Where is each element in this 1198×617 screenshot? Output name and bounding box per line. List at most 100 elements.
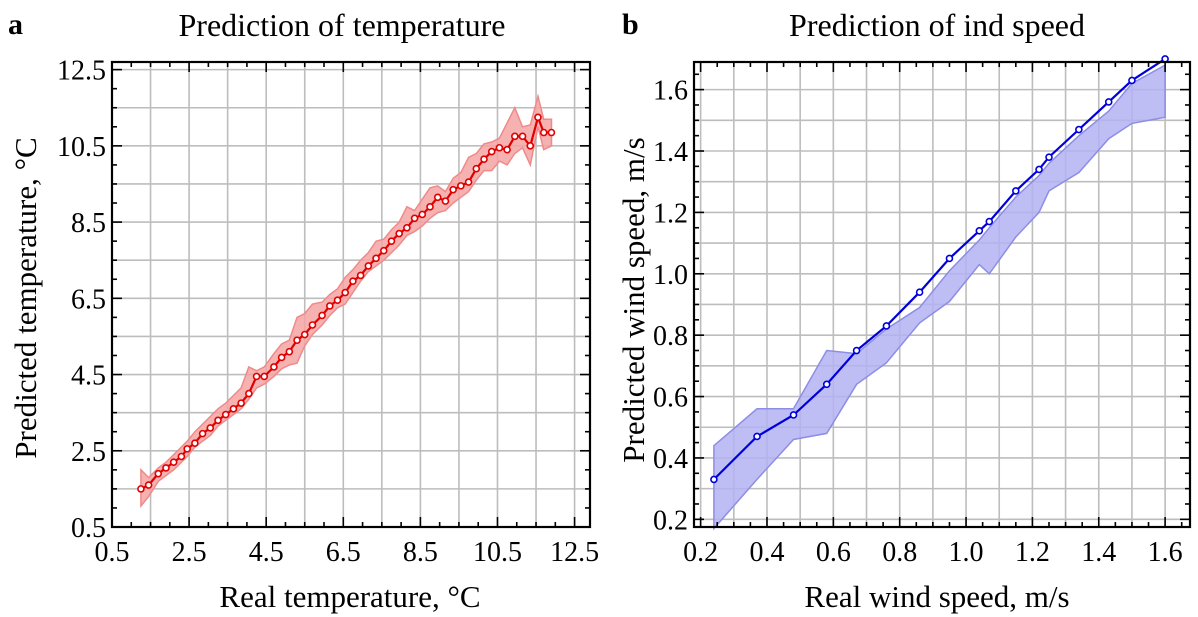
temperature-point-49 (518, 132, 527, 141)
temperature-point-28 (356, 271, 365, 280)
temperature-point-31 (379, 246, 388, 255)
wind-speed-y-tick-label-1: 0.4 (653, 444, 688, 475)
temperature-x-tick-labels: 0.5 2.5 4.5 6.5 8.5 10.5 12.5 (95, 537, 600, 568)
temperature-y-tick-label-4: 8.5 (71, 208, 106, 239)
temperature-point-29 (364, 262, 373, 270)
panel-label-a: a (8, 8, 23, 41)
temperature-y-tick-label-0: 0.5 (71, 513, 106, 544)
wind-speed-y-axis-label: Predicted wind speed, m/s (616, 137, 651, 462)
wind-speed-uncertainty-band (713, 63, 1166, 531)
temperature-point-33 (395, 229, 403, 238)
temperature-point-35 (410, 214, 419, 223)
temperature-point-20 (293, 336, 301, 345)
wind-speed-plot-frame (692, 60, 1192, 529)
wind-speed-point-10 (1012, 187, 1020, 195)
temperature-tick-marks (111, 62, 590, 528)
wind-speed-point-13 (1075, 125, 1083, 134)
wind-speed-y-tick-label-2: 0.6 (653, 383, 688, 414)
temperature-y-tick-label-2: 4.5 (71, 361, 106, 392)
wind-speed-point-2 (789, 411, 798, 419)
wind-speed-y-tick-label-6: 1.4 (653, 137, 688, 168)
temperature-point-50 (526, 142, 535, 150)
temperature-point-51 (534, 113, 542, 122)
temperature-point-22 (308, 321, 317, 329)
wind-speed-x-tick-label-1: 0.4 (749, 537, 784, 568)
wind-speed-point-1 (753, 432, 761, 441)
wind-speed-point-0 (710, 475, 718, 484)
wind-speed-tick-marks (694, 62, 1190, 527)
wind-speed-point-12 (1045, 153, 1053, 161)
temperature-y-tick-label-6: 12.5 (57, 56, 106, 87)
temperature-x-tick-label-2: 4.5 (249, 537, 284, 568)
temperature-point-30 (372, 254, 380, 263)
temperature-point-42 (464, 178, 473, 186)
temperature-point-34 (403, 223, 411, 232)
temperature-point-45 (487, 147, 496, 156)
wind-speed-y-tick-label-7: 1.6 (653, 76, 688, 107)
temperature-point-12 (229, 405, 238, 413)
temperature-x-tick-label-0: 0.5 (95, 537, 130, 568)
temperature-point-43 (472, 164, 481, 173)
temperature-x-tick-label-4: 8.5 (403, 537, 438, 568)
temperature-point-18 (277, 353, 286, 362)
wind-speed-x-tick-label-7: 1.6 (1148, 537, 1183, 568)
wind-speed-x-tick-label-3: 0.8 (882, 537, 917, 568)
temperature-point-16 (260, 372, 269, 381)
wind-speed-point-6 (915, 288, 924, 296)
wind-speed-x-tick-label-2: 0.6 (816, 537, 851, 568)
temperature-points (137, 113, 556, 493)
temperature-point-0 (137, 485, 145, 493)
wind-speed-chart: 0.2 0.4 0.6 0.8 1.0 1.2 1.4 1.6 0.2 0.4 0.6 0.8 1.0… (616, 7, 1192, 614)
wind-speed-point-9 (985, 217, 994, 226)
wind-speed-point-14 (1104, 98, 1113, 106)
temperature-point-32 (387, 237, 396, 245)
panel-label-b: b (622, 8, 639, 41)
wind-speed-point-3 (822, 380, 831, 389)
wind-speed-x-tick-labels: 0.2 0.4 0.6 0.8 1.0 1.2 1.4 1.6 (683, 537, 1182, 568)
wind-speed-x-tick-label-6: 1.4 (1081, 537, 1116, 568)
temperature-point-19 (285, 347, 294, 356)
temperature-x-tick-label-6: 12.5 (550, 537, 599, 568)
wind-speed-y-tick-labels: 0.2 0.4 0.6 0.8 1.0 1.2 1.4 1.6 (653, 76, 688, 537)
temperature-uncertainty-band (140, 93, 553, 509)
temperature-point-39 (441, 197, 450, 205)
temperature-point-40 (449, 185, 457, 194)
temperature-point-3 (162, 464, 170, 472)
temperature-point-24 (325, 302, 334, 310)
wind-speed-y-tick-label-3: 0.8 (653, 321, 688, 352)
temperature-y-tick-label-3: 6.5 (71, 284, 106, 315)
temperature-y-tick-label-1: 2.5 (71, 437, 106, 468)
wind-speed-x-tick-label-4: 1.0 (949, 537, 984, 568)
temperature-point-7 (191, 439, 199, 447)
wind-speed-x-axis-label: Real wind speed, m/s (804, 579, 1069, 614)
temperature-x-tick-label-5: 10.5 (473, 537, 522, 568)
temperature-point-23 (318, 311, 326, 320)
temperature-plot-frame (110, 60, 592, 529)
temperature-point-10 (214, 416, 222, 425)
wind-speed-point-11 (1035, 165, 1043, 174)
temperature-point-46 (495, 143, 504, 152)
temperature-point-6 (183, 445, 191, 453)
temperature-point-53 (547, 128, 556, 137)
temperature-x-tick-label-1: 2.5 (172, 537, 207, 568)
temperature-point-11 (221, 410, 230, 419)
temperature-point-48 (511, 132, 519, 141)
temperature-y-axis-label: Predicted temperature, °C (8, 137, 43, 458)
temperature-point-41 (457, 182, 465, 190)
temperature-x-tick-label-3: 6.5 (326, 537, 361, 568)
temperature-point-37 (426, 203, 434, 211)
wind-speed-y-tick-label-4: 1.0 (653, 260, 688, 291)
wind-speed-y-tick-label-0: 0.2 (653, 505, 688, 536)
temperature-point-14 (245, 389, 253, 398)
temperature-point-17 (270, 363, 278, 371)
wind-speed-point-4 (852, 346, 861, 355)
temperature-point-9 (206, 424, 215, 432)
temperature-point-2 (154, 469, 163, 478)
temperature-point-15 (252, 372, 261, 381)
wind-speed-point-8 (975, 227, 984, 235)
temperature-point-38 (433, 193, 442, 202)
wind-speed-x-tick-label-0: 0.2 (683, 537, 718, 568)
temperature-point-8 (198, 429, 207, 438)
temperature-point-26 (341, 288, 350, 297)
temperature-point-5 (177, 452, 186, 461)
